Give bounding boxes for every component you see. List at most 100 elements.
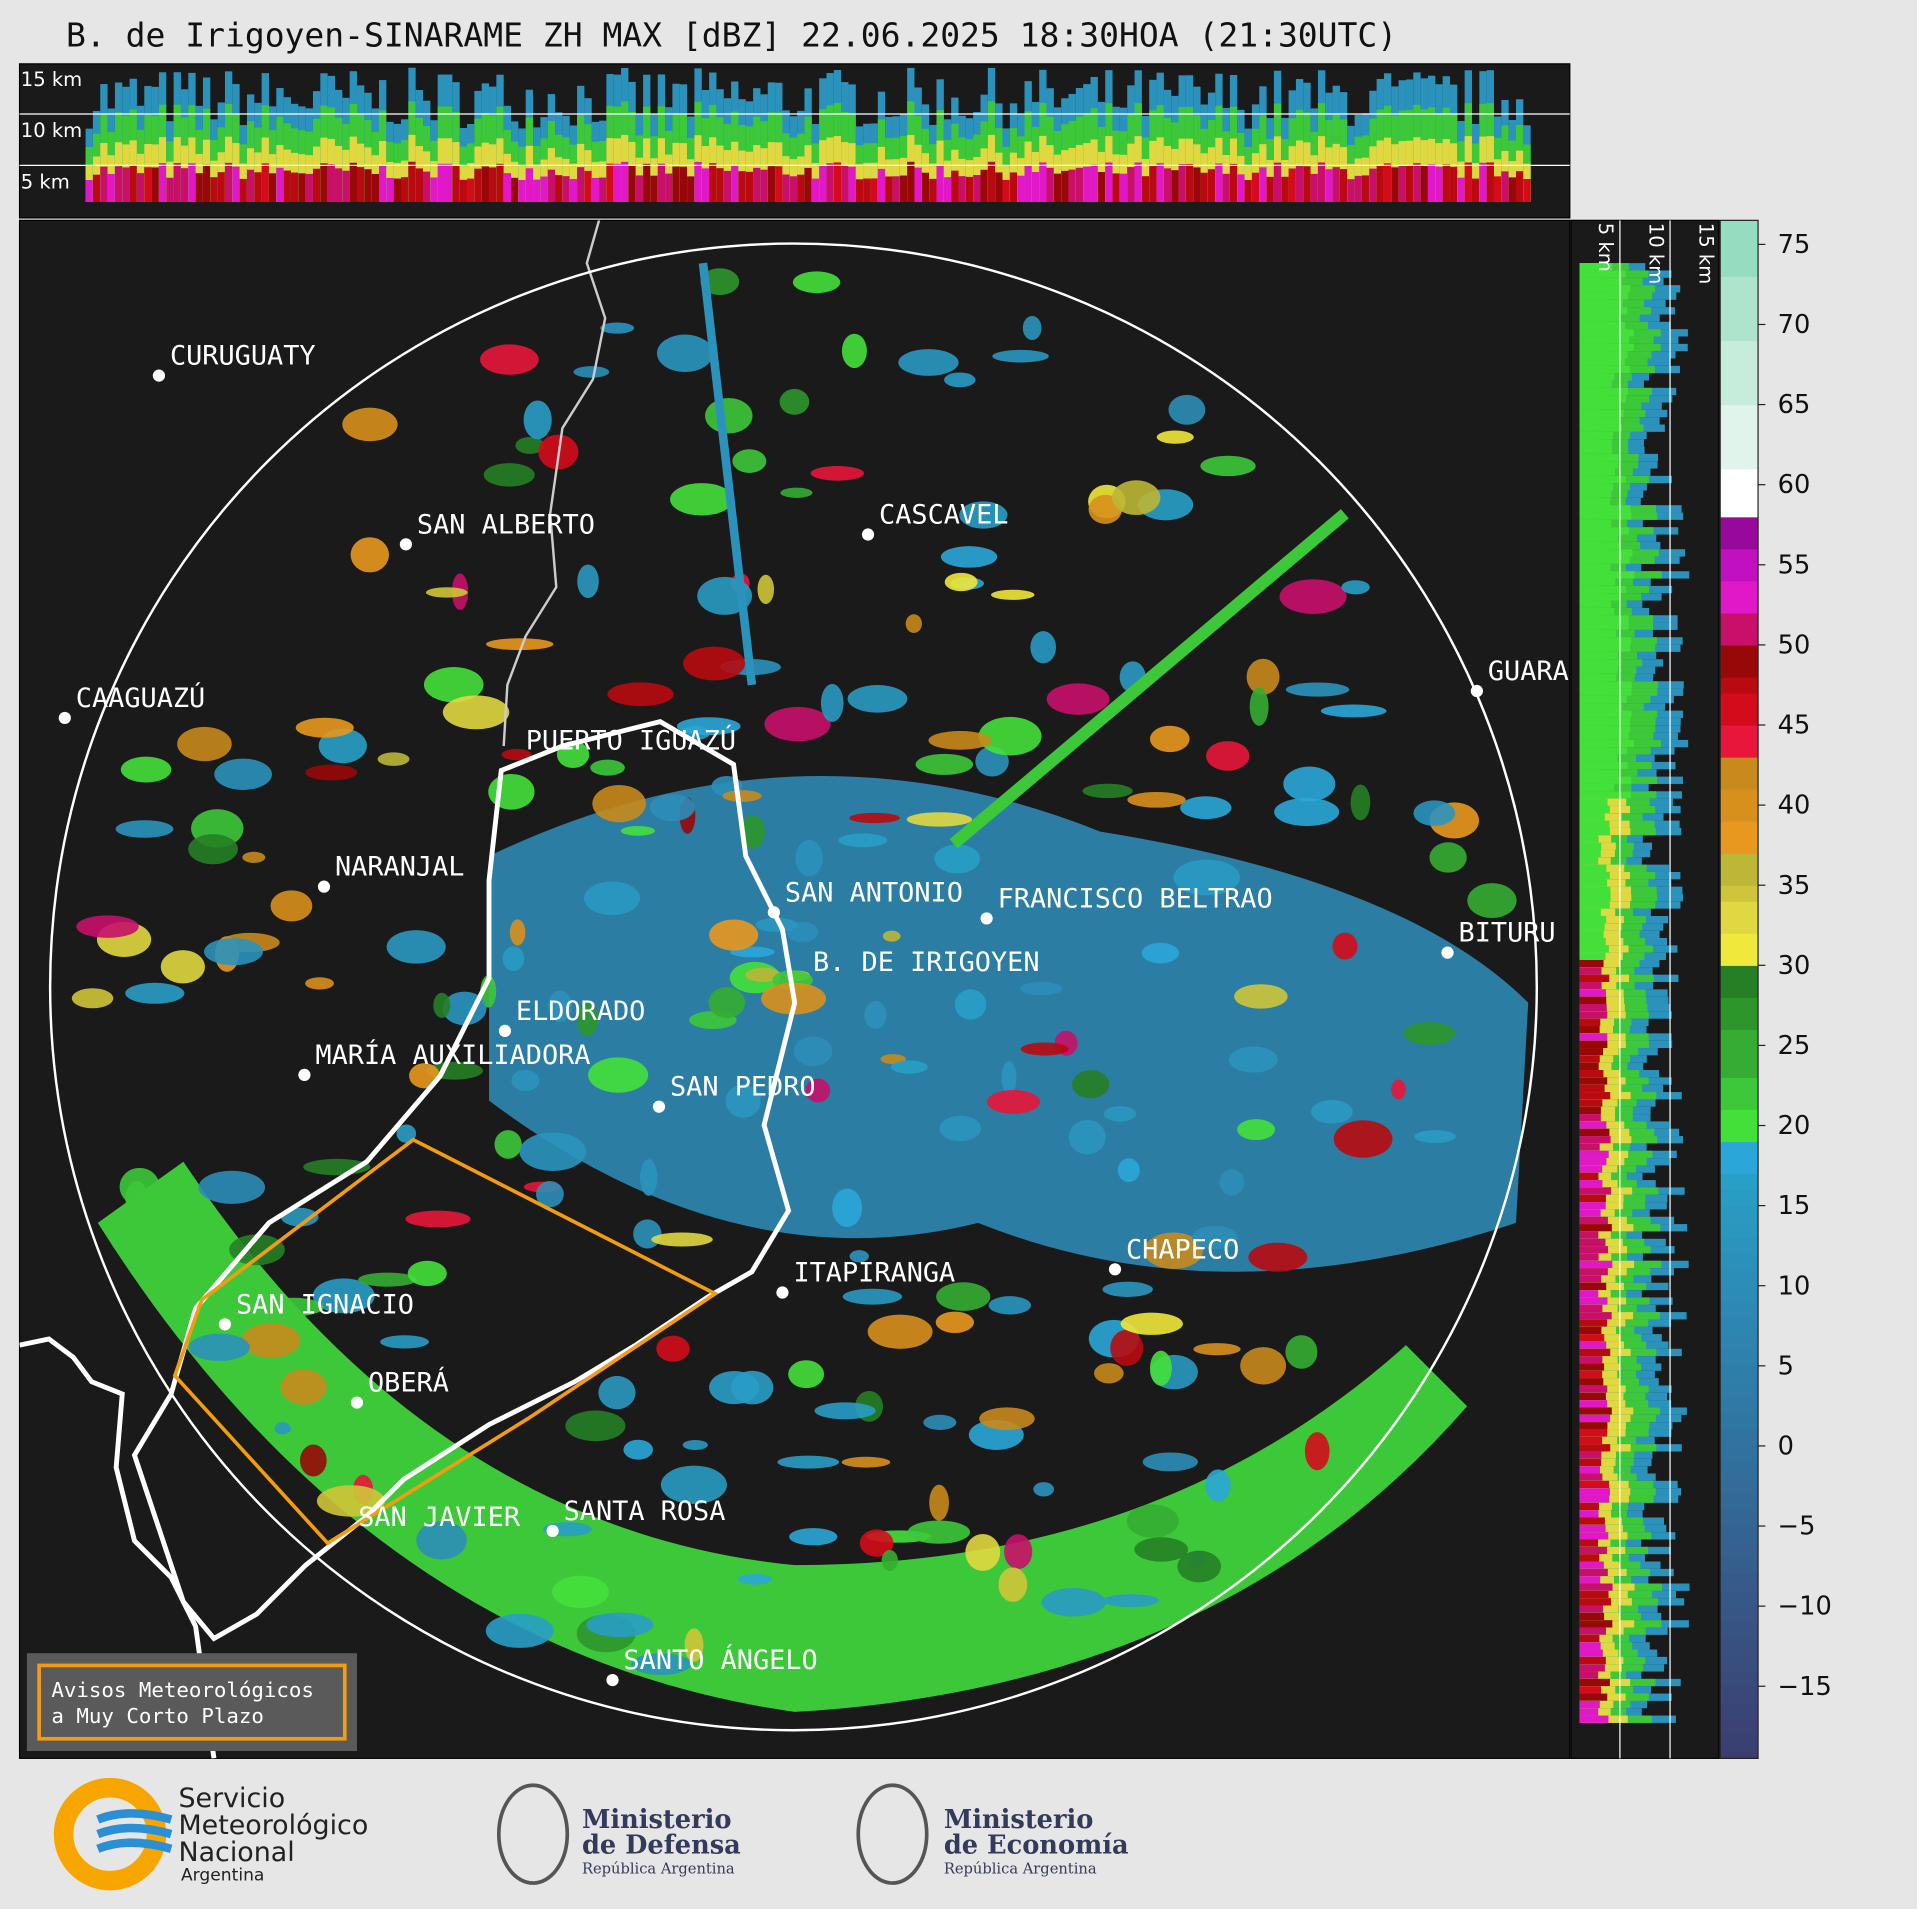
echo-cell (584, 881, 641, 916)
echo-column (1083, 166, 1091, 203)
echo-column (437, 163, 446, 203)
echo-row (1579, 747, 1609, 755)
echo-cell (214, 758, 272, 790)
colorbar-band (1720, 901, 1759, 918)
colorbar-band (1720, 724, 1759, 742)
echo-cell (1350, 784, 1371, 821)
echo-row (1579, 439, 1599, 447)
echo-cell (847, 685, 908, 713)
echo-column (107, 173, 115, 203)
colorbar-band (1720, 1702, 1759, 1719)
echo-cell (1285, 682, 1350, 697)
echo-column (452, 166, 460, 203)
echo-column (1303, 166, 1311, 203)
echo-column (151, 167, 159, 203)
height-label: 10 km (21, 119, 82, 142)
echo-cell (683, 646, 746, 681)
echo-row (1579, 813, 1605, 821)
echo-row (1579, 1620, 1613, 1628)
echo-row (1579, 329, 1613, 337)
echo-column (1281, 176, 1289, 203)
echo-cell (1041, 1588, 1106, 1617)
echo-cell (986, 1089, 1041, 1114)
echo-row (1579, 798, 1608, 806)
echo-row (1579, 380, 1599, 388)
echo-column (305, 173, 313, 203)
echo-row (1579, 1407, 1612, 1415)
colorbar-band (1720, 468, 1759, 486)
echo-cell (965, 1534, 1001, 1571)
echo-cell (705, 398, 753, 434)
echo-cell (990, 589, 1035, 600)
echo-column (921, 172, 930, 203)
echo-column (1413, 163, 1421, 203)
echo-row (1579, 1150, 1609, 1159)
echo-column (1097, 171, 1106, 203)
echo-column (1193, 167, 1201, 203)
echo-column (1244, 179, 1252, 203)
echo-row (1579, 739, 1613, 748)
echo-column (1229, 163, 1238, 203)
colorbar-band (1720, 1253, 1759, 1271)
echo-cell (1391, 1079, 1406, 1100)
echo-column (1215, 163, 1223, 203)
echo-row (1579, 1055, 1600, 1063)
colorbar-band (1720, 1093, 1759, 1111)
echo-row (1579, 1422, 1608, 1430)
colorbar-tick-label: 70 (1778, 310, 1811, 340)
echo-cell (906, 812, 973, 827)
echo-row (1579, 1062, 1599, 1071)
echo-row (1579, 461, 1603, 469)
colorbar-tick-label: 25 (1778, 1031, 1811, 1061)
echo-column (122, 167, 130, 203)
echo-column (811, 178, 820, 203)
colorbar-band (1720, 532, 1759, 550)
echo-column (907, 161, 915, 203)
echo-row (1579, 820, 1610, 828)
colorbar-tick-label: −5 (1778, 1512, 1816, 1542)
echo-cell (814, 1402, 876, 1420)
echo-row (1579, 1678, 1610, 1687)
echo-column (709, 163, 717, 203)
echo-column (973, 174, 981, 203)
echo-cell (737, 1573, 773, 1585)
echo-column (85, 179, 93, 203)
city-dot (776, 1286, 789, 1299)
echo-row (1579, 607, 1601, 616)
defensa-logo: Ministerio de Defensa República Argentin… (496, 1783, 741, 1885)
echo-cell (1200, 455, 1256, 477)
echo-row (1579, 1451, 1602, 1459)
echo-column (569, 179, 578, 203)
echo-cell (954, 989, 987, 1020)
echo-row (1579, 1363, 1605, 1371)
echo-column (1068, 169, 1076, 203)
echo-column (92, 174, 101, 203)
echo-row (1579, 930, 1604, 938)
echo-cell (1205, 1469, 1231, 1502)
echo-column (1259, 167, 1267, 203)
colorbar-band (1720, 1221, 1759, 1239)
echo-column (562, 176, 570, 203)
echo-column (1061, 170, 1069, 203)
echo-column (239, 178, 247, 203)
echo-column (1163, 168, 1172, 203)
colorbar-band (1720, 516, 1759, 534)
echo-cell (380, 1335, 429, 1349)
city-label: ELDORADO (516, 996, 645, 1027)
echo-column (1471, 178, 1480, 203)
echo-column (723, 170, 732, 203)
city-dot (1108, 1263, 1122, 1276)
echo-row (1579, 637, 1611, 645)
echo-cell (598, 1375, 636, 1410)
echo-cell (519, 1132, 587, 1171)
echo-cell (576, 1002, 598, 1037)
echo-cell (670, 483, 734, 516)
echo-cell (242, 851, 266, 863)
echo-row (1579, 307, 1609, 315)
echo-column (789, 176, 798, 203)
echo-cell (280, 1207, 319, 1227)
echo-cell (867, 1314, 933, 1349)
echo-column (841, 166, 849, 203)
echo-cell (177, 726, 232, 762)
echo-row (1579, 1532, 1609, 1540)
